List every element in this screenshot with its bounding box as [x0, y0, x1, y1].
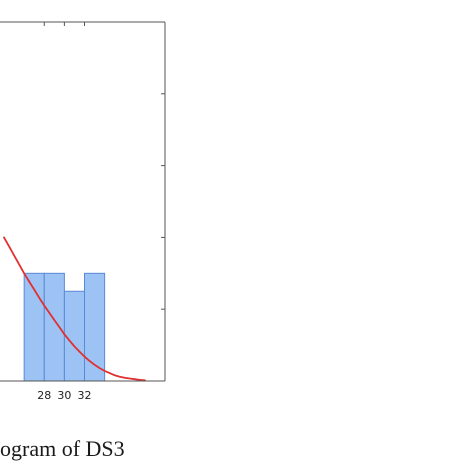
bars-layer	[23, 272, 106, 382]
tick-labels-layer: 28 30 32	[37, 389, 91, 402]
histogram-bar-3	[63, 290, 86, 382]
figure-caption: ogram of DS3	[0, 436, 125, 461]
axes-layer	[0, 21, 166, 382]
x-tick-label-28: 28	[37, 389, 51, 402]
x-tick-label-30: 30	[57, 389, 71, 402]
x-tick-label-32: 32	[78, 389, 92, 402]
curve-layer	[3, 236, 146, 382]
histogram-bar-2	[43, 272, 65, 382]
density-curve	[3, 236, 146, 382]
